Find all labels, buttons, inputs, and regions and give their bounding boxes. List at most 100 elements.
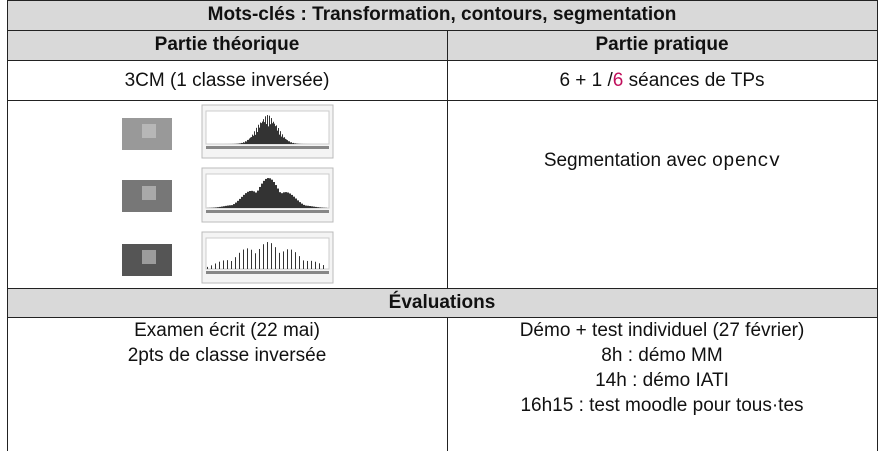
histogram-bar (260, 123, 261, 144)
histogram-bar (285, 192, 287, 208)
histogram-bar (215, 263, 216, 269)
text: séances de TPs (623, 70, 764, 91)
histogram-bar (269, 178, 271, 208)
histogram-bar (274, 124, 275, 144)
histogram-bar (243, 250, 244, 269)
histogram-bar (273, 182, 275, 208)
histogram-bar (252, 135, 253, 144)
histogram-bar (284, 137, 285, 144)
histogram-bar (247, 140, 248, 144)
histogram-bar (303, 260, 304, 269)
histogram-bar (255, 193, 257, 208)
histogram-bar (267, 115, 268, 144)
histogram-bar (262, 122, 263, 144)
histogram-bar (279, 135, 280, 144)
histogram-bar (235, 203, 237, 208)
text: Segmentation avec (544, 150, 707, 171)
histogram-bar (256, 128, 257, 144)
histogram-bar (272, 123, 273, 144)
histogram-bar (277, 131, 278, 144)
histogram-bar (231, 205, 233, 208)
histogram-bar (247, 192, 249, 208)
histogram-bar (263, 244, 264, 269)
histogram-bar (319, 207, 321, 208)
histogram-bar (317, 207, 319, 208)
histogram-bar (261, 184, 263, 208)
histogram-bar (243, 142, 244, 144)
histogram-bar (323, 265, 324, 269)
histogram-bar (303, 205, 305, 208)
histogram-bar (255, 135, 256, 144)
histogram-bar (311, 261, 312, 269)
photo-detail (142, 186, 156, 200)
histogram-bar (295, 143, 296, 144)
gradient-bar (206, 146, 329, 149)
histogram-bar (267, 178, 269, 208)
histogram-bar (266, 124, 267, 144)
histogram-bar (223, 206, 225, 208)
rule (7, 0, 878, 1)
histogram-bar (257, 132, 258, 144)
title: Mots-clés : Transformation, contours, se… (208, 4, 677, 26)
histogram-bar (259, 128, 260, 144)
histogram-bar (277, 189, 279, 208)
histogram-bar (287, 249, 288, 269)
practice-sessions: 6 + 1 /6 séances de TPs (559, 70, 764, 92)
rule (7, 30, 878, 31)
histogram-bar (295, 252, 296, 269)
histogram-bar (283, 138, 284, 144)
histogram-bar (249, 139, 250, 144)
histogram-bar (278, 128, 279, 144)
histogram-bar (241, 197, 243, 208)
histogram-bar (251, 191, 253, 208)
histogram-bar (246, 141, 247, 144)
histogram-bar (291, 195, 293, 208)
column-header: Partie pratique (595, 34, 728, 56)
histogram-bar (270, 124, 271, 144)
histogram-bar (227, 260, 228, 269)
histogram-bar (244, 143, 245, 144)
histogram-bar (247, 248, 248, 269)
histogram-bar (281, 193, 283, 208)
histogram-bar (307, 261, 308, 269)
eval-item: 14h : démo IATI (595, 370, 729, 392)
highlight: 6 (613, 70, 624, 91)
histogram-bar (265, 179, 267, 208)
histogram-bar (282, 134, 283, 144)
histogram-bar (255, 253, 256, 269)
histogram-bar (249, 191, 251, 208)
histogram-bar (293, 197, 295, 208)
histogram-bar (276, 125, 277, 144)
text: 6 + 1 / (559, 70, 612, 91)
histogram-bar (273, 122, 274, 144)
histogram-bar (289, 193, 291, 208)
histogram-bar (235, 257, 236, 269)
histogram-bar (263, 181, 265, 208)
histogram-bar (275, 185, 277, 208)
histogram-bar (295, 199, 297, 208)
histogram-bar (248, 140, 249, 144)
section-title: Évaluations (389, 292, 496, 314)
rule (447, 317, 448, 451)
histogram-bar (269, 116, 270, 144)
histogram-bar (299, 202, 301, 208)
rule (7, 60, 878, 61)
eval-item: Examen écrit (22 mai) (134, 320, 320, 342)
histogram-bar (297, 200, 299, 208)
histogram-bar (239, 253, 240, 269)
rule (877, 0, 878, 451)
code: opencv (712, 150, 780, 172)
column-header: Partie théorique (155, 34, 300, 56)
histogram-bar (307, 206, 309, 208)
histogram-bar (293, 143, 294, 144)
histogram-bar (299, 256, 300, 269)
histogram-bar (250, 138, 251, 144)
histogram-bar (289, 141, 290, 144)
practice-topic: Segmentation avec opencv (544, 150, 780, 172)
gradient-bar (206, 210, 329, 213)
eval-item: 8h : démo MM (601, 345, 722, 367)
histogram-bar (253, 191, 255, 208)
histogram-bar (285, 139, 286, 144)
histogram-bar (219, 207, 221, 208)
histogram-bar (309, 206, 311, 208)
